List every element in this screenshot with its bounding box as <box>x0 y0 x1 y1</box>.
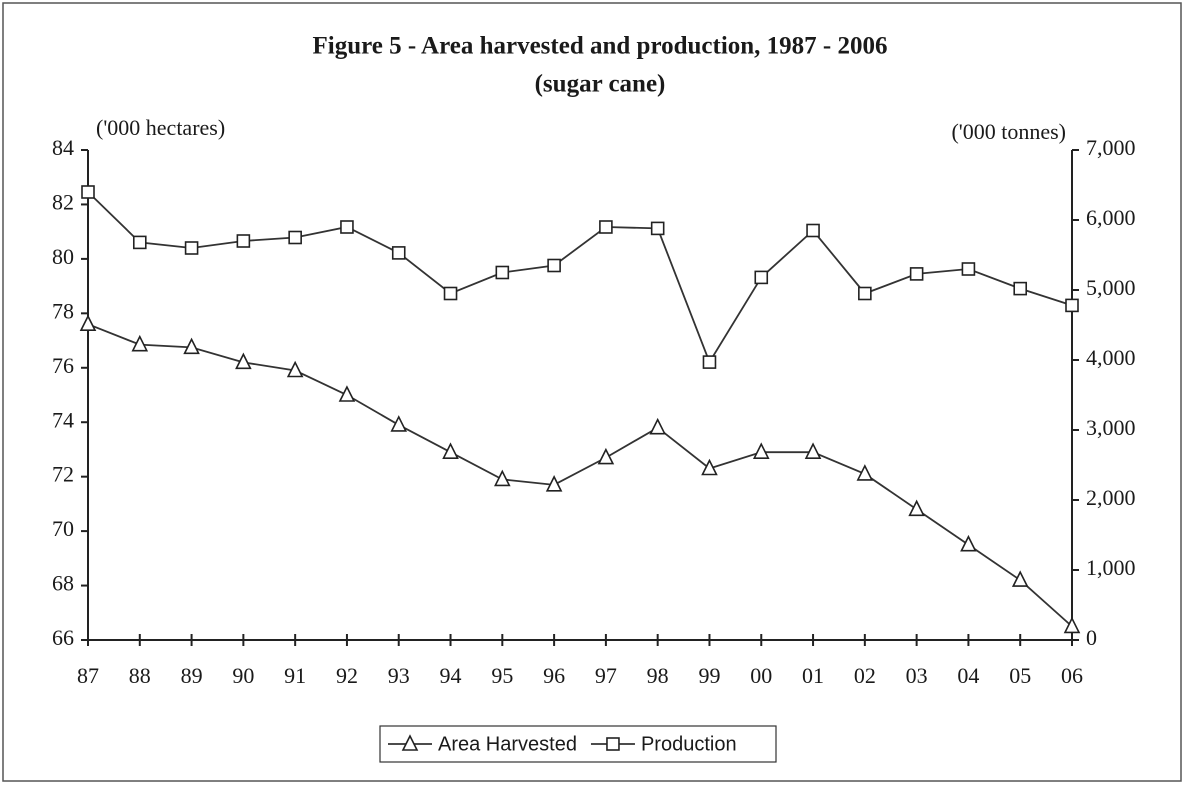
chart-title: Figure 5 - Area harvested and production… <box>312 33 887 60</box>
x-tick-label: 01 <box>802 663 824 688</box>
legend-marker <box>401 734 419 751</box>
data-point <box>288 230 302 245</box>
x-tick-label: 03 <box>906 663 928 688</box>
x-tick-label: 98 <box>647 663 669 688</box>
data-point <box>235 352 252 370</box>
data-point <box>1011 570 1029 587</box>
x-tick-label: 96 <box>543 663 565 688</box>
series-line <box>87 323 1073 628</box>
y2-tick-label: 7,000 <box>1086 135 1136 160</box>
data-point <box>702 355 717 369</box>
data-point <box>909 267 924 281</box>
y2-tick-label: 5,000 <box>1086 275 1136 300</box>
x-tick-label: 04 <box>957 663 979 688</box>
data-point <box>236 234 251 248</box>
y2-tick-label: 2,000 <box>1086 485 1136 510</box>
data-point <box>495 265 510 280</box>
y-tick-label: 74 <box>52 407 74 432</box>
data-point <box>442 442 459 459</box>
x-tick-label: 87 <box>77 663 99 688</box>
data-point <box>391 246 406 260</box>
data-point <box>754 270 769 285</box>
x-tick-label: 94 <box>440 663 462 688</box>
legend-label: Production <box>641 733 737 755</box>
y-tick-label: 66 <box>52 625 74 650</box>
y-tick-label: 82 <box>52 189 74 214</box>
y-tick-label: 72 <box>52 462 74 487</box>
data-point <box>547 258 561 273</box>
data-point <box>650 221 665 236</box>
data-point <box>286 360 304 378</box>
x-tick-label: 91 <box>284 663 306 688</box>
x-tick-label: 92 <box>336 663 358 688</box>
x-tick-label: 97 <box>595 663 617 688</box>
legend <box>379 725 777 763</box>
y-tick-label: 68 <box>52 571 74 596</box>
x-tick-label: 88 <box>129 663 151 688</box>
x-tick-label: 05 <box>1009 663 1031 688</box>
data-point <box>390 415 408 432</box>
data-point <box>804 442 822 459</box>
data-point <box>183 337 200 355</box>
data-point <box>856 464 874 481</box>
y-tick-label: 80 <box>52 244 74 269</box>
chart-subtitle: (sugar cane) <box>535 71 666 98</box>
data-point <box>131 334 149 352</box>
data-point <box>494 469 511 487</box>
y-axis-label: ('000 hectares) <box>96 115 225 140</box>
x-tick-label: 00 <box>750 663 772 688</box>
y-tick-label: 84 <box>52 135 74 160</box>
y-tick-label: 78 <box>52 298 74 323</box>
data-point <box>960 534 977 552</box>
data-point <box>132 235 147 250</box>
y2-axis-label: ('000 tonnes) <box>951 119 1066 144</box>
x-tick-label: 06 <box>1061 663 1083 688</box>
x-tick-label: 02 <box>854 663 876 688</box>
data-point <box>806 223 820 238</box>
x-tick-label: 90 <box>232 663 254 688</box>
data-point <box>545 475 563 492</box>
x-tick-label: 99 <box>698 663 720 688</box>
data-point <box>908 499 925 517</box>
data-point <box>1063 616 1081 634</box>
x-tick-label: 89 <box>181 663 203 688</box>
data-point <box>443 286 458 301</box>
data-point <box>649 417 666 435</box>
legend-marker <box>606 737 620 751</box>
y2-tick-label: 1,000 <box>1086 555 1136 580</box>
data-point <box>184 241 199 255</box>
y2-tick-label: 0 <box>1086 625 1097 650</box>
data-point <box>81 185 95 199</box>
data-point <box>1065 298 1079 313</box>
data-point <box>752 442 770 459</box>
x-tick-label: 95 <box>491 663 513 688</box>
data-point <box>701 458 718 476</box>
data-point <box>597 447 615 465</box>
data-point <box>338 385 356 402</box>
y2-tick-label: 6,000 <box>1086 205 1136 230</box>
data-point <box>858 286 872 301</box>
y-tick-label: 76 <box>52 353 74 378</box>
data-point <box>1013 281 1028 296</box>
x-tick-label: 93 <box>388 663 410 688</box>
data-point <box>961 262 976 276</box>
data-point <box>79 314 97 332</box>
data-point <box>599 220 613 234</box>
data-point <box>340 220 354 234</box>
y2-tick-label: 4,000 <box>1086 345 1136 370</box>
y-tick-label: 70 <box>52 516 74 541</box>
series-line <box>87 191 1073 365</box>
legend-label: Area Harvested <box>438 733 577 755</box>
y2-tick-label: 3,000 <box>1086 415 1136 440</box>
